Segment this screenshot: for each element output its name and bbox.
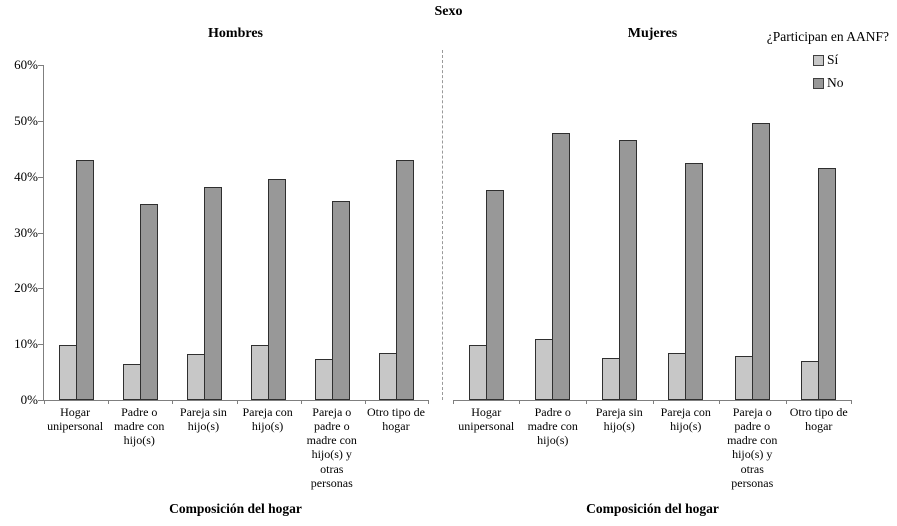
y-tick-label: 30% (14, 224, 38, 240)
x-axis-tick (519, 400, 521, 404)
category-labels: Hogar unipersonal Padre o madre con hijo(… (43, 405, 428, 490)
bar-group (44, 65, 108, 400)
bar-group (653, 65, 720, 400)
panel-divider-line (442, 50, 443, 400)
x-axis-tick (108, 400, 110, 404)
bar-sí (801, 360, 820, 400)
y-axis-tick (38, 65, 44, 66)
y-tick-label: 10% (14, 336, 38, 352)
bar-group (719, 65, 786, 400)
legend-title: ¿Participan en AANF? (766, 29, 889, 44)
panel-header-mujeres: Mujeres (627, 26, 678, 41)
plot-area (453, 65, 853, 404)
category-label: Pareja sin hijo(s) (179, 405, 227, 434)
bar-sí (251, 344, 270, 400)
bar-sí (668, 353, 687, 400)
y-axis-tick (38, 400, 44, 401)
category-label: Padre o madre con hijo(s) (527, 405, 578, 448)
bar-no (139, 204, 158, 400)
bar-sí (734, 355, 753, 400)
bar-no (485, 190, 504, 400)
category-label: Pareja con hijo(s) (242, 405, 293, 434)
x-axis-title-hombres: Composición del hogar (169, 501, 302, 516)
bar-sí (535, 338, 554, 400)
bar-sí (58, 344, 77, 400)
x-axis-tick (585, 400, 587, 404)
x-axis-tick (652, 400, 654, 404)
x-axis-tick (718, 400, 720, 404)
plot-area (38, 65, 429, 404)
category-label: Hogar unipersonal (458, 405, 515, 434)
category-label: Pareja sin hijo(s) (595, 405, 643, 434)
bar-no (332, 201, 351, 400)
bar-group (301, 65, 365, 400)
x-axis-tick (453, 400, 454, 404)
bar-group (586, 65, 653, 400)
bar-no (552, 132, 571, 400)
bar-group (365, 65, 429, 400)
legend-label-si: Sí (827, 52, 839, 67)
bar-group (453, 65, 520, 400)
legend-swatch-no-icon (813, 77, 824, 89)
category-label: Padre o madre con hijo(s) (114, 405, 165, 448)
bar-sí (468, 344, 487, 400)
y-tick-label: 0% (20, 392, 38, 407)
bar-no (203, 187, 222, 400)
category-labels: Hogar unipersonal Padre o madre con hijo(… (453, 405, 852, 490)
bar-sí (122, 364, 141, 400)
bar-group (786, 65, 853, 400)
bar-group (172, 65, 236, 400)
y-axis-tick (38, 288, 44, 290)
legend-item-si: Sí (813, 52, 889, 68)
bar-group (520, 65, 587, 400)
bar-sí (186, 353, 205, 400)
bar-no (396, 159, 415, 400)
x-axis-tick (44, 400, 45, 404)
x-axis-tick (851, 400, 852, 404)
x-axis-tick (428, 400, 429, 404)
y-tick-label: 50% (14, 112, 38, 128)
category-label: Pareja con hijo(s) (660, 405, 711, 434)
category-label: Otro tipo de hogar (789, 405, 848, 434)
x-axis-title-mujeres: Composición del hogar (586, 501, 719, 516)
x-axis-tick (300, 400, 302, 404)
bar-sí (315, 358, 334, 400)
bar-no (268, 178, 287, 400)
bar-group (237, 65, 301, 400)
x-axis-tick (364, 400, 366, 404)
legend-item-no: No (813, 75, 889, 91)
x-axis-tick (236, 400, 238, 404)
x-axis-tick (785, 400, 787, 404)
y-axis-labels: 0% 10% 20% 30% 40% 50% 60% (0, 57, 38, 407)
y-axis-tick (38, 176, 44, 178)
bar-sí (601, 358, 620, 400)
chart-title: Sexo (434, 4, 463, 19)
category-label: Pareja o padre o madre con hijo(s) y otr… (727, 405, 778, 490)
bar-no (751, 122, 770, 400)
bar-no (685, 162, 704, 400)
bar-no (618, 140, 637, 400)
bar-group (108, 65, 172, 400)
y-tick-label: 40% (14, 168, 38, 184)
legend: ¿Participan en AANF? Sí No (741, 29, 889, 91)
y-tick-label: 20% (14, 280, 38, 296)
y-axis-tick (38, 120, 44, 122)
category-label: Hogar unipersonal (47, 405, 104, 434)
y-axis-tick (38, 344, 44, 346)
category-label: Pareja o padre o madre con hijo(s) y otr… (306, 405, 357, 490)
x-axis-tick (172, 400, 174, 404)
legend-label-no: No (827, 75, 844, 90)
legend-swatch-si-icon (813, 54, 824, 66)
y-axis-tick (38, 232, 44, 234)
panel-header-hombres: Hombres (208, 26, 263, 41)
bar-no (75, 159, 94, 400)
bar-no (818, 167, 837, 400)
bar-sí (379, 353, 398, 400)
y-tick-label: 60% (14, 57, 38, 72)
category-label: Otro tipo de hogar (366, 405, 425, 434)
